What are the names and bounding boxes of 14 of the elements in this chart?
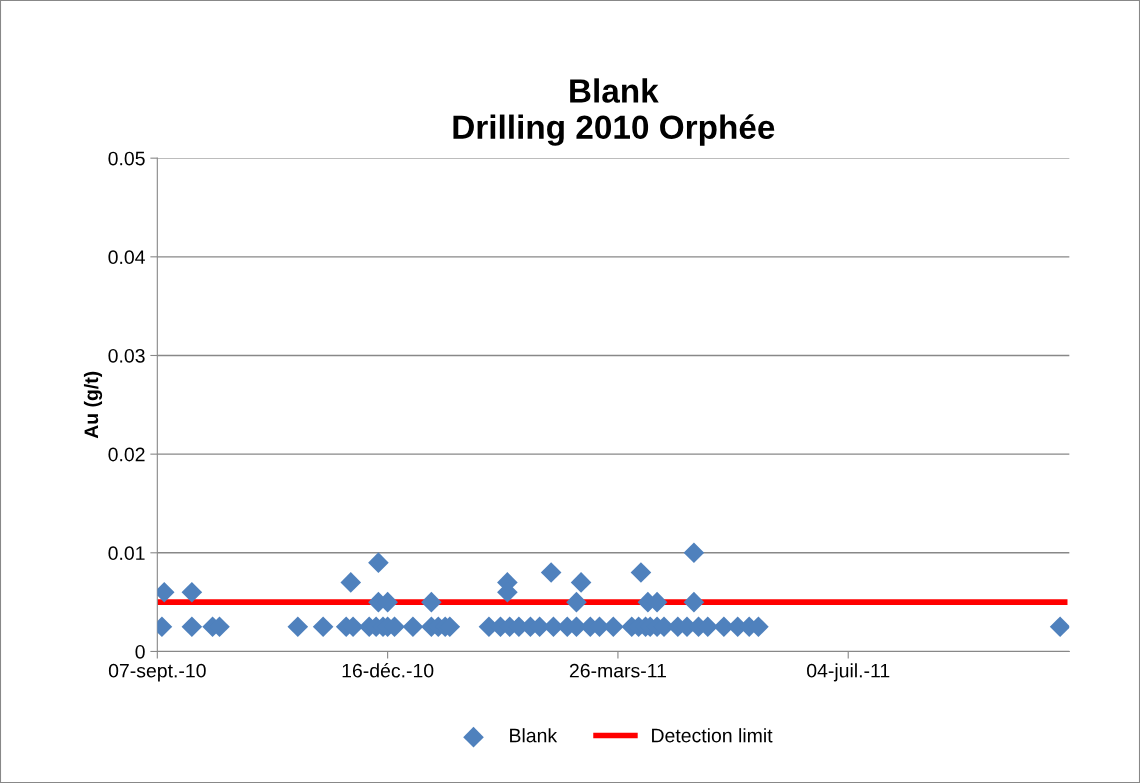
x-tick-label: 16-déc.-10 (342, 663, 434, 678)
y-tick-label: 0.01 (108, 546, 145, 561)
y-tick-label: 0.04 (108, 250, 145, 265)
legend-label: Detection limit (652, 728, 773, 743)
y-tick-label: 0.03 (108, 348, 145, 363)
y-tick-label: 0 (135, 644, 145, 659)
y-tick-label: 0.05 (108, 151, 145, 166)
x-tick-label: 04-juil.-11 (807, 663, 890, 682)
y-axis-title: Au (g/t) (83, 371, 103, 439)
chart-title: Blank Drilling 2010 Orphée (453, 78, 775, 146)
x-tick-label: 26-mars-11 (569, 663, 666, 678)
y-tick-label: 0.02 (108, 447, 145, 462)
x-tick-label: 07-sept.-10 (108, 663, 206, 682)
legend-label: Blank (510, 728, 558, 743)
